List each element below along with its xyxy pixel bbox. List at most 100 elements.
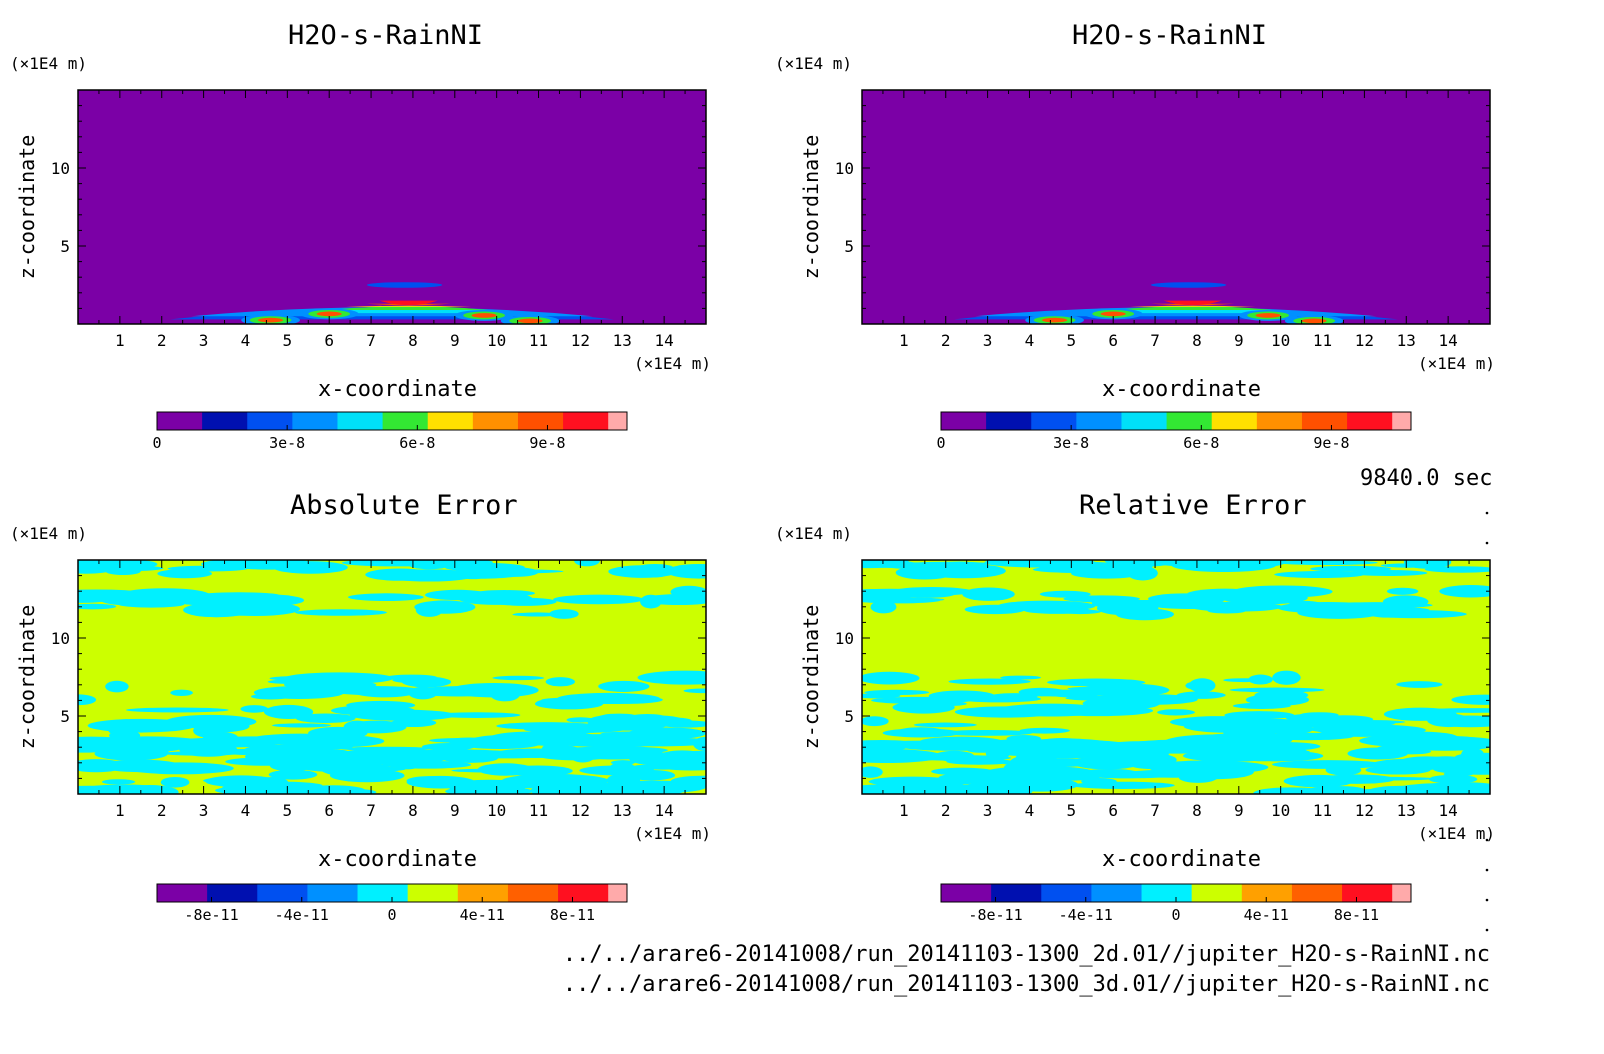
error-patch (964, 604, 1026, 615)
colorbar-tick-label: 0 (387, 906, 396, 924)
file-path-1: ../../arare6-20141008/run_20141103-1300_… (562, 942, 1490, 967)
colorbar-swatch (1091, 884, 1143, 902)
error-patch (326, 731, 355, 743)
panel3-title: Absolute Error (290, 490, 518, 521)
colorbar-tick-label: 6e-8 (1183, 434, 1219, 452)
error-patch (670, 585, 706, 599)
x-tick-label: 7 (1150, 801, 1160, 820)
x-tick-label: 12 (1355, 801, 1374, 820)
error-patch (198, 592, 280, 598)
panel1-xlabel: x-coordinate (318, 377, 477, 402)
colorbar-swatch (472, 412, 519, 430)
x-tick-label: 8 (408, 331, 418, 350)
error-patch (653, 759, 706, 771)
x-tick-label: 9 (450, 801, 460, 820)
error-patch (1253, 787, 1330, 794)
panel1-ylabel: z-coordinate (15, 135, 39, 280)
x-tick-label: 3 (983, 801, 993, 820)
error-patch (553, 594, 644, 605)
panel1-field (78, 90, 706, 324)
error-patch (627, 727, 706, 740)
margin-dot (1485, 868, 1489, 872)
error-patch (471, 734, 583, 746)
error-patch (934, 750, 975, 762)
error-patch (1209, 746, 1307, 756)
error-patch (1001, 758, 1103, 768)
error-patch (345, 720, 407, 734)
error-patch (490, 687, 520, 702)
error-patch (979, 748, 1010, 754)
error-patch (1455, 752, 1490, 761)
error-patch (919, 736, 1003, 747)
colorbar-tick-label: -4e-11 (1059, 906, 1113, 924)
time-label: 9840.0 sec (1360, 466, 1493, 491)
panel2-field (862, 90, 1490, 324)
error-patch (405, 560, 454, 570)
error-patch (118, 588, 210, 602)
error-patch (862, 749, 943, 763)
colorbar-swatch (247, 412, 293, 430)
x-tick-label: 5 (283, 801, 293, 820)
colorbar-swatch (558, 884, 609, 902)
panel1-x-unit: (×1E4 m) (634, 354, 712, 373)
panel2-x-unit: (×1E4 m) (1418, 354, 1496, 373)
y-tick-label: 10 (835, 159, 854, 178)
error-patch (864, 689, 930, 696)
x-tick-label: 13 (613, 331, 632, 350)
hot-spot (1042, 317, 1068, 323)
margin-dot (1485, 928, 1489, 932)
colorbar-swatch (157, 884, 208, 902)
error-patch (325, 766, 390, 772)
error-patch (329, 768, 405, 783)
x-tick-label: 5 (1067, 801, 1077, 820)
error-patch (1000, 675, 1042, 680)
x-tick-label: 13 (613, 801, 632, 820)
colorbar-swatch (207, 884, 258, 902)
colorbar-swatch (202, 412, 248, 430)
y-tick-label: 10 (51, 159, 70, 178)
error-patch (958, 775, 993, 781)
error-patch (264, 704, 314, 719)
error-patch (683, 688, 706, 694)
colorbar-swatch (563, 412, 609, 430)
colorbar-swatch (1191, 884, 1243, 902)
y-tick-label: 5 (60, 707, 70, 726)
x-tick-label: 8 (408, 801, 418, 820)
x-tick-label: 10 (1271, 331, 1290, 350)
x-tick-label: 11 (1313, 801, 1332, 820)
colorbar-swatch (1392, 412, 1412, 430)
x-tick-label: 4 (241, 331, 251, 350)
error-patch (657, 720, 706, 728)
panel4-x-unit: (×1E4 m) (1418, 824, 1496, 843)
x-tick-label: 2 (157, 331, 167, 350)
hot-spot (316, 311, 342, 317)
colorbar-swatch (1291, 884, 1343, 902)
colorbar-swatch (941, 412, 987, 430)
colorbar-swatch (608, 884, 628, 902)
error-patch (1063, 595, 1140, 603)
colorbar-swatch (1076, 412, 1122, 430)
error-patch (295, 713, 356, 724)
error-patch (347, 593, 424, 602)
error-patch (330, 705, 416, 716)
error-patch (1285, 713, 1340, 722)
error-patch (312, 749, 351, 758)
x-tick-label: 7 (1150, 331, 1160, 350)
error-patch (414, 600, 476, 614)
error-patch (983, 766, 1096, 780)
panel1-title: H2O-s-RainNI (288, 20, 484, 51)
error-patch (1113, 752, 1177, 768)
error-patch (566, 717, 595, 723)
error-patch (1221, 591, 1308, 605)
x-tick-label: 6 (324, 801, 334, 820)
error-patch (512, 612, 562, 617)
x-tick-label: 14 (655, 331, 674, 350)
colorbar-swatch (457, 884, 509, 902)
error-patch (1013, 738, 1116, 753)
error-patch (1224, 711, 1295, 720)
error-patch (1451, 694, 1490, 705)
x-tick-label: 4 (1025, 331, 1035, 350)
colorbar-swatch (1392, 884, 1412, 902)
error-patch (666, 563, 706, 579)
margin-dot (1485, 511, 1489, 515)
